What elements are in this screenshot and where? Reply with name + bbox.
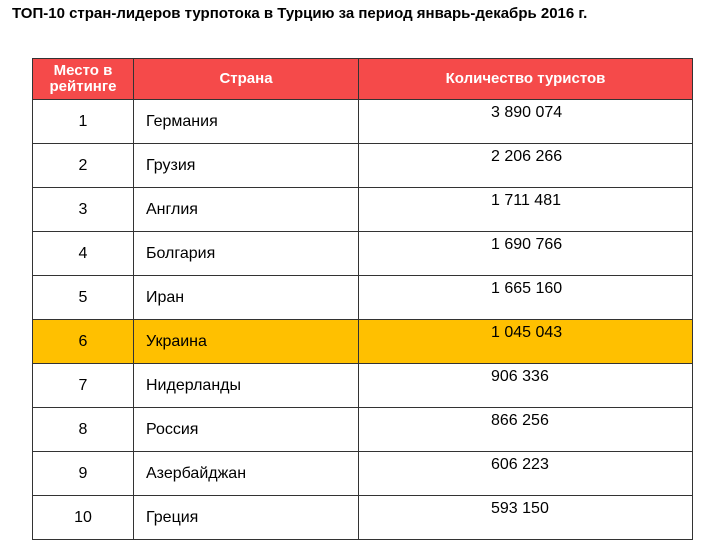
count-cell: 906 336 bbox=[358, 363, 693, 408]
count-cell: 2 206 266 bbox=[358, 143, 693, 188]
table-row: 3 Англия 1 711 481 bbox=[32, 187, 693, 232]
rank-cell: 6 bbox=[32, 319, 134, 364]
count-cell: 866 256 bbox=[358, 407, 693, 452]
count-cell: 1 665 160 bbox=[358, 275, 693, 320]
count-cell: 1 690 766 bbox=[358, 231, 693, 276]
rank-cell: 10 bbox=[32, 495, 134, 540]
country-cell: Болгария bbox=[133, 231, 359, 276]
table-row: 10 Греция 593 150 bbox=[32, 495, 693, 540]
country-cell: Украина bbox=[133, 319, 359, 364]
table-row: 1 Германия 3 890 074 bbox=[32, 99, 693, 144]
rank-cell: 3 bbox=[32, 187, 134, 232]
ranking-table: Место в рейтинге Страна Количество турис… bbox=[32, 58, 693, 540]
rank-cell: 1 bbox=[32, 99, 134, 144]
country-cell: Россия bbox=[133, 407, 359, 452]
page-title: ТОП-10 стран-лидеров турпотока в Турцию … bbox=[12, 5, 588, 22]
rank-cell: 4 bbox=[32, 231, 134, 276]
table-row: 9 Азербайджан 606 223 bbox=[32, 451, 693, 496]
rank-cell: 9 bbox=[32, 451, 134, 496]
table-header-row: Место в рейтинге Страна Количество турис… bbox=[32, 58, 693, 100]
country-cell: Азербайджан bbox=[133, 451, 359, 496]
rank-cell: 7 bbox=[32, 363, 134, 408]
count-cell: 1 045 043 bbox=[358, 319, 693, 364]
header-rank: Место в рейтинге bbox=[32, 58, 134, 100]
country-cell: Англия bbox=[133, 187, 359, 232]
rank-cell: 2 bbox=[32, 143, 134, 188]
count-cell: 606 223 bbox=[358, 451, 693, 496]
country-cell: Грузия bbox=[133, 143, 359, 188]
table-row: 2 Грузия 2 206 266 bbox=[32, 143, 693, 188]
table-row-highlighted: 6 Украина 1 045 043 bbox=[32, 319, 693, 364]
rank-cell: 5 bbox=[32, 275, 134, 320]
header-country: Страна bbox=[133, 58, 359, 100]
count-cell: 3 890 074 bbox=[358, 99, 693, 144]
table-row: 4 Болгария 1 690 766 bbox=[32, 231, 693, 276]
table-row: 7 Нидерланды 906 336 bbox=[32, 363, 693, 408]
count-cell: 1 711 481 bbox=[358, 187, 693, 232]
table-row: 5 Иран 1 665 160 bbox=[32, 275, 693, 320]
country-cell: Германия bbox=[133, 99, 359, 144]
country-cell: Иран bbox=[133, 275, 359, 320]
country-cell: Греция bbox=[133, 495, 359, 540]
rank-cell: 8 bbox=[32, 407, 134, 452]
table-row: 8 Россия 866 256 bbox=[32, 407, 693, 452]
count-cell: 593 150 bbox=[358, 495, 693, 540]
header-count: Количество туристов bbox=[358, 58, 693, 100]
country-cell: Нидерланды bbox=[133, 363, 359, 408]
